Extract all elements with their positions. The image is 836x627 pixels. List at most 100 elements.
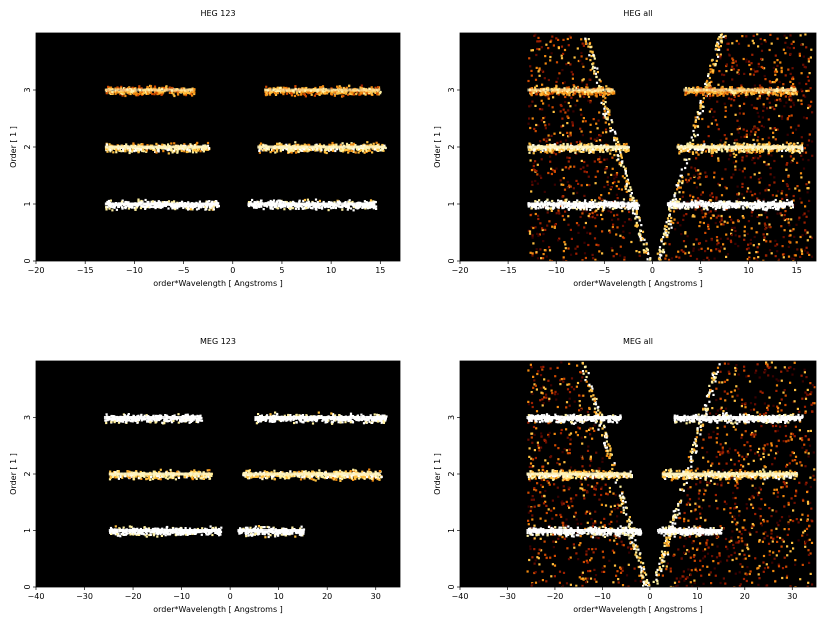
count-cell <box>189 93 193 96</box>
count-cell <box>180 149 183 153</box>
count-cell <box>590 206 593 209</box>
count-cell <box>791 159 794 162</box>
x-tick-label: −15 <box>77 266 94 275</box>
count-cell <box>736 185 739 188</box>
count-cell <box>692 249 695 252</box>
count-cell <box>610 186 613 189</box>
count-cell <box>745 35 748 38</box>
count-cell <box>308 148 311 151</box>
count-cell <box>562 250 565 253</box>
count-cell <box>782 204 785 207</box>
count-cell <box>561 207 564 210</box>
count-cell <box>310 93 313 96</box>
count-cell <box>676 208 679 211</box>
count-cell <box>534 200 537 203</box>
count-cell <box>572 205 576 208</box>
count-cell <box>165 85 168 88</box>
count-cell <box>539 40 542 43</box>
count-cell <box>745 155 748 158</box>
count-cell <box>717 248 720 251</box>
count-cell <box>566 180 569 184</box>
count-cell <box>588 78 591 81</box>
count-cell <box>189 208 192 211</box>
count-cell <box>566 186 569 189</box>
count-cell <box>126 91 129 94</box>
count-cell <box>184 91 187 94</box>
count-cell <box>279 204 282 208</box>
wedge-edge-cell <box>606 116 609 119</box>
wedge-edge-cell <box>593 70 596 73</box>
count-cell <box>763 74 766 78</box>
count-cell <box>601 149 604 152</box>
count-cell <box>551 35 554 38</box>
count-cell <box>612 227 615 231</box>
count-cell <box>530 49 533 52</box>
count-cell <box>774 198 777 202</box>
count-cell <box>589 232 592 235</box>
count-cell <box>376 143 379 146</box>
count-cell <box>547 206 550 210</box>
count-cell <box>348 201 351 204</box>
count-cell <box>602 208 605 211</box>
count-cell <box>582 208 586 211</box>
count-cell <box>736 128 739 131</box>
count-cell <box>750 68 753 71</box>
count-cell <box>597 147 600 150</box>
count-cell <box>544 62 547 65</box>
count-cell <box>382 149 385 152</box>
count-cell <box>764 40 767 43</box>
count-cell <box>722 201 725 204</box>
count-cell <box>772 136 775 139</box>
count-cell <box>726 42 729 45</box>
wedge-edge-cell <box>704 86 707 89</box>
wedge-edge-cell <box>605 107 608 110</box>
count-cell <box>171 86 174 90</box>
wedge-edge-cell <box>621 175 624 178</box>
count-cell <box>574 151 577 154</box>
count-cell <box>724 106 727 109</box>
count-cell <box>765 225 768 228</box>
count-cell <box>127 205 130 208</box>
count-cell <box>567 101 570 105</box>
count-cell <box>560 183 563 186</box>
count-cell <box>167 200 171 203</box>
count-cell <box>172 149 176 152</box>
count-cell <box>581 62 584 65</box>
count-cell <box>130 150 133 153</box>
count-cell <box>312 205 315 208</box>
count-cell <box>191 94 194 97</box>
count-cell <box>801 43 804 46</box>
count-cell <box>545 207 548 210</box>
wedge-edge-cell <box>670 216 673 220</box>
count-cell <box>750 227 753 230</box>
count-cell <box>274 90 277 93</box>
count-cell <box>711 206 715 209</box>
count-cell <box>757 62 760 65</box>
count-cell <box>606 158 609 161</box>
count-cell <box>545 150 548 153</box>
count-cell <box>803 249 806 252</box>
count-cell <box>534 160 537 163</box>
count-cell <box>638 251 641 254</box>
count-cell <box>568 134 571 137</box>
count-cell <box>695 151 698 154</box>
count-cell <box>720 216 723 219</box>
wedge-edge-cell <box>603 107 606 110</box>
count-cell <box>695 169 698 172</box>
count-cell <box>802 214 805 217</box>
wedge-edge-cell <box>716 45 719 48</box>
count-cell <box>627 208 630 211</box>
count-cell <box>577 205 580 208</box>
count-cell <box>141 148 145 151</box>
count-cell <box>581 134 584 137</box>
count-cell <box>550 260 554 261</box>
count-cell <box>738 112 741 115</box>
wedge-edge-cell <box>593 57 596 60</box>
wedge-edge-cell <box>677 186 681 189</box>
count-cell <box>113 90 116 93</box>
count-cell <box>805 46 808 49</box>
count-cell <box>123 149 126 152</box>
wedge-edge-cell <box>667 222 670 226</box>
count-cell <box>251 198 254 202</box>
count-cell <box>619 148 622 151</box>
